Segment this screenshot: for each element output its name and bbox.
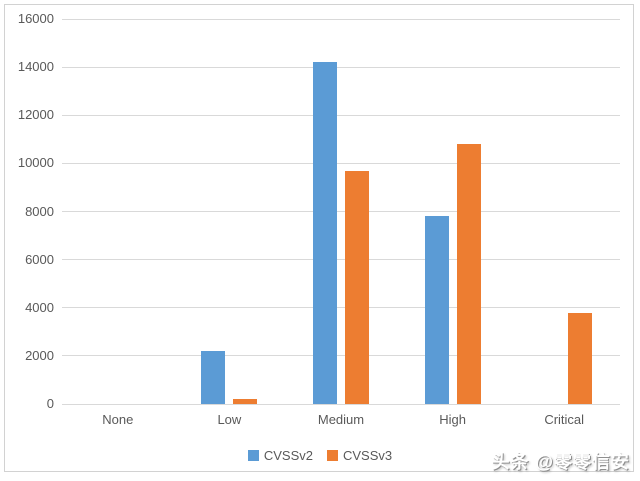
x-tick-label-medium: Medium — [317, 412, 365, 427]
bar-cvssv2-medium — [313, 62, 337, 404]
legend-label-cvssv2: CVSSv2 — [263, 448, 313, 463]
x-tick-label-high: High — [439, 412, 466, 427]
bar-cvssv3-high — [456, 144, 481, 404]
gridline-14000 — [62, 66, 620, 68]
x-tick-label-none: None — [102, 412, 134, 427]
y-tick-label-0: 0 — [46, 396, 54, 411]
x-tick-label-critical: Critical — [544, 412, 585, 427]
y-tick-label-4000: 4000 — [25, 299, 54, 315]
x-tick-label-low: Low — [217, 412, 242, 427]
legend-item-cvssv2: CVSSv2 — [247, 448, 313, 463]
watermark: 头条 @零零信安 — [491, 452, 630, 472]
y-tick-label-2000: 2000 — [25, 347, 54, 363]
gridline-4000 — [62, 307, 620, 309]
legend-label-cvssv3: CVSSv3 — [343, 448, 393, 463]
gridline-8000 — [62, 211, 620, 212]
legend-item-cvssv3: CVSSv3 — [327, 448, 392, 463]
legend-swatch-cvssv2 — [247, 450, 259, 461]
bar-cvssv2-low — [201, 351, 226, 404]
y-tick-label-8000: 8000 — [25, 203, 54, 219]
gridline-16000 — [62, 18, 620, 20]
gridline-12000 — [62, 114, 620, 116]
y-tick-label-6000: 6000 — [25, 251, 54, 267]
gridline-2000 — [62, 355, 620, 357]
bar-cvssv3-low — [233, 399, 258, 404]
gridline-0 — [62, 403, 620, 405]
bar-cvssv3-critical — [568, 312, 593, 404]
gridline-10000 — [62, 162, 620, 164]
y-tick-label-10000: 10000 — [17, 155, 54, 171]
bar-cvssv2-high — [424, 216, 449, 404]
gridline-6000 — [62, 259, 620, 261]
y-tick-label-16000: 16000 — [17, 11, 54, 26]
bar-cvssv3-medium — [345, 170, 369, 404]
y-tick-label-14000: 14000 — [17, 59, 54, 75]
legend-swatch-cvssv3 — [327, 450, 338, 461]
legend: CVSSv2 CVSSv3 — [0, 448, 640, 463]
y-tick-label-12000: 12000 — [17, 107, 54, 123]
